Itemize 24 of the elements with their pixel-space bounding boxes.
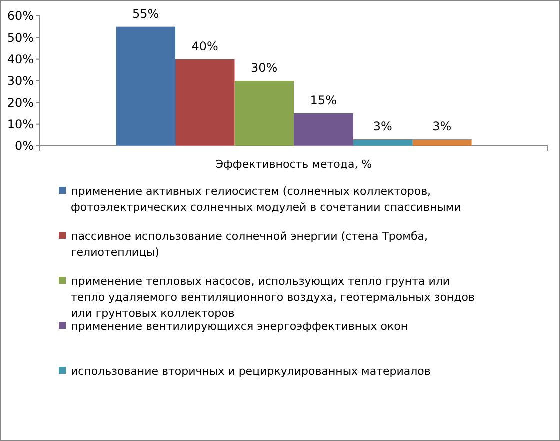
y-tick-label: 10% (7, 118, 34, 132)
y-tick-label: 0% (14, 139, 34, 154)
data-label: 30% (251, 61, 278, 75)
data-label: 55% (132, 6, 160, 21)
data-label: 15% (310, 94, 337, 108)
legend-label: применение вентилирующихся энергоэффективных окон (71, 320, 408, 333)
y-tick-label: 30% (7, 74, 34, 88)
bar (353, 140, 413, 146)
bar (412, 140, 472, 146)
data-label: 3% (373, 120, 392, 134)
bar (234, 81, 294, 146)
legend-label: применение активных гелиосистем (солнечных коллекторов, фотоэлектрических солнечных модулей в сочетании спассивными (71, 185, 462, 214)
y-tick-label: 50% (7, 30, 34, 45)
legend-label: пассивное использование солнечной энергии (стена Тромба, гелиотеплицы) (71, 230, 428, 259)
x-tick-label: Эффективность метода, % (216, 158, 372, 171)
bar (175, 59, 235, 146)
bar (294, 114, 354, 146)
data-label: 3% (432, 120, 452, 134)
data-label: 40% (192, 39, 218, 54)
y-tick-label: 40% (7, 52, 34, 67)
legend-label: использование вторичных и рециркулированных материалов (71, 365, 431, 378)
y-tick-label: 60% (7, 9, 34, 24)
bar (116, 26, 176, 146)
y-tick-label: 20% (7, 96, 34, 110)
